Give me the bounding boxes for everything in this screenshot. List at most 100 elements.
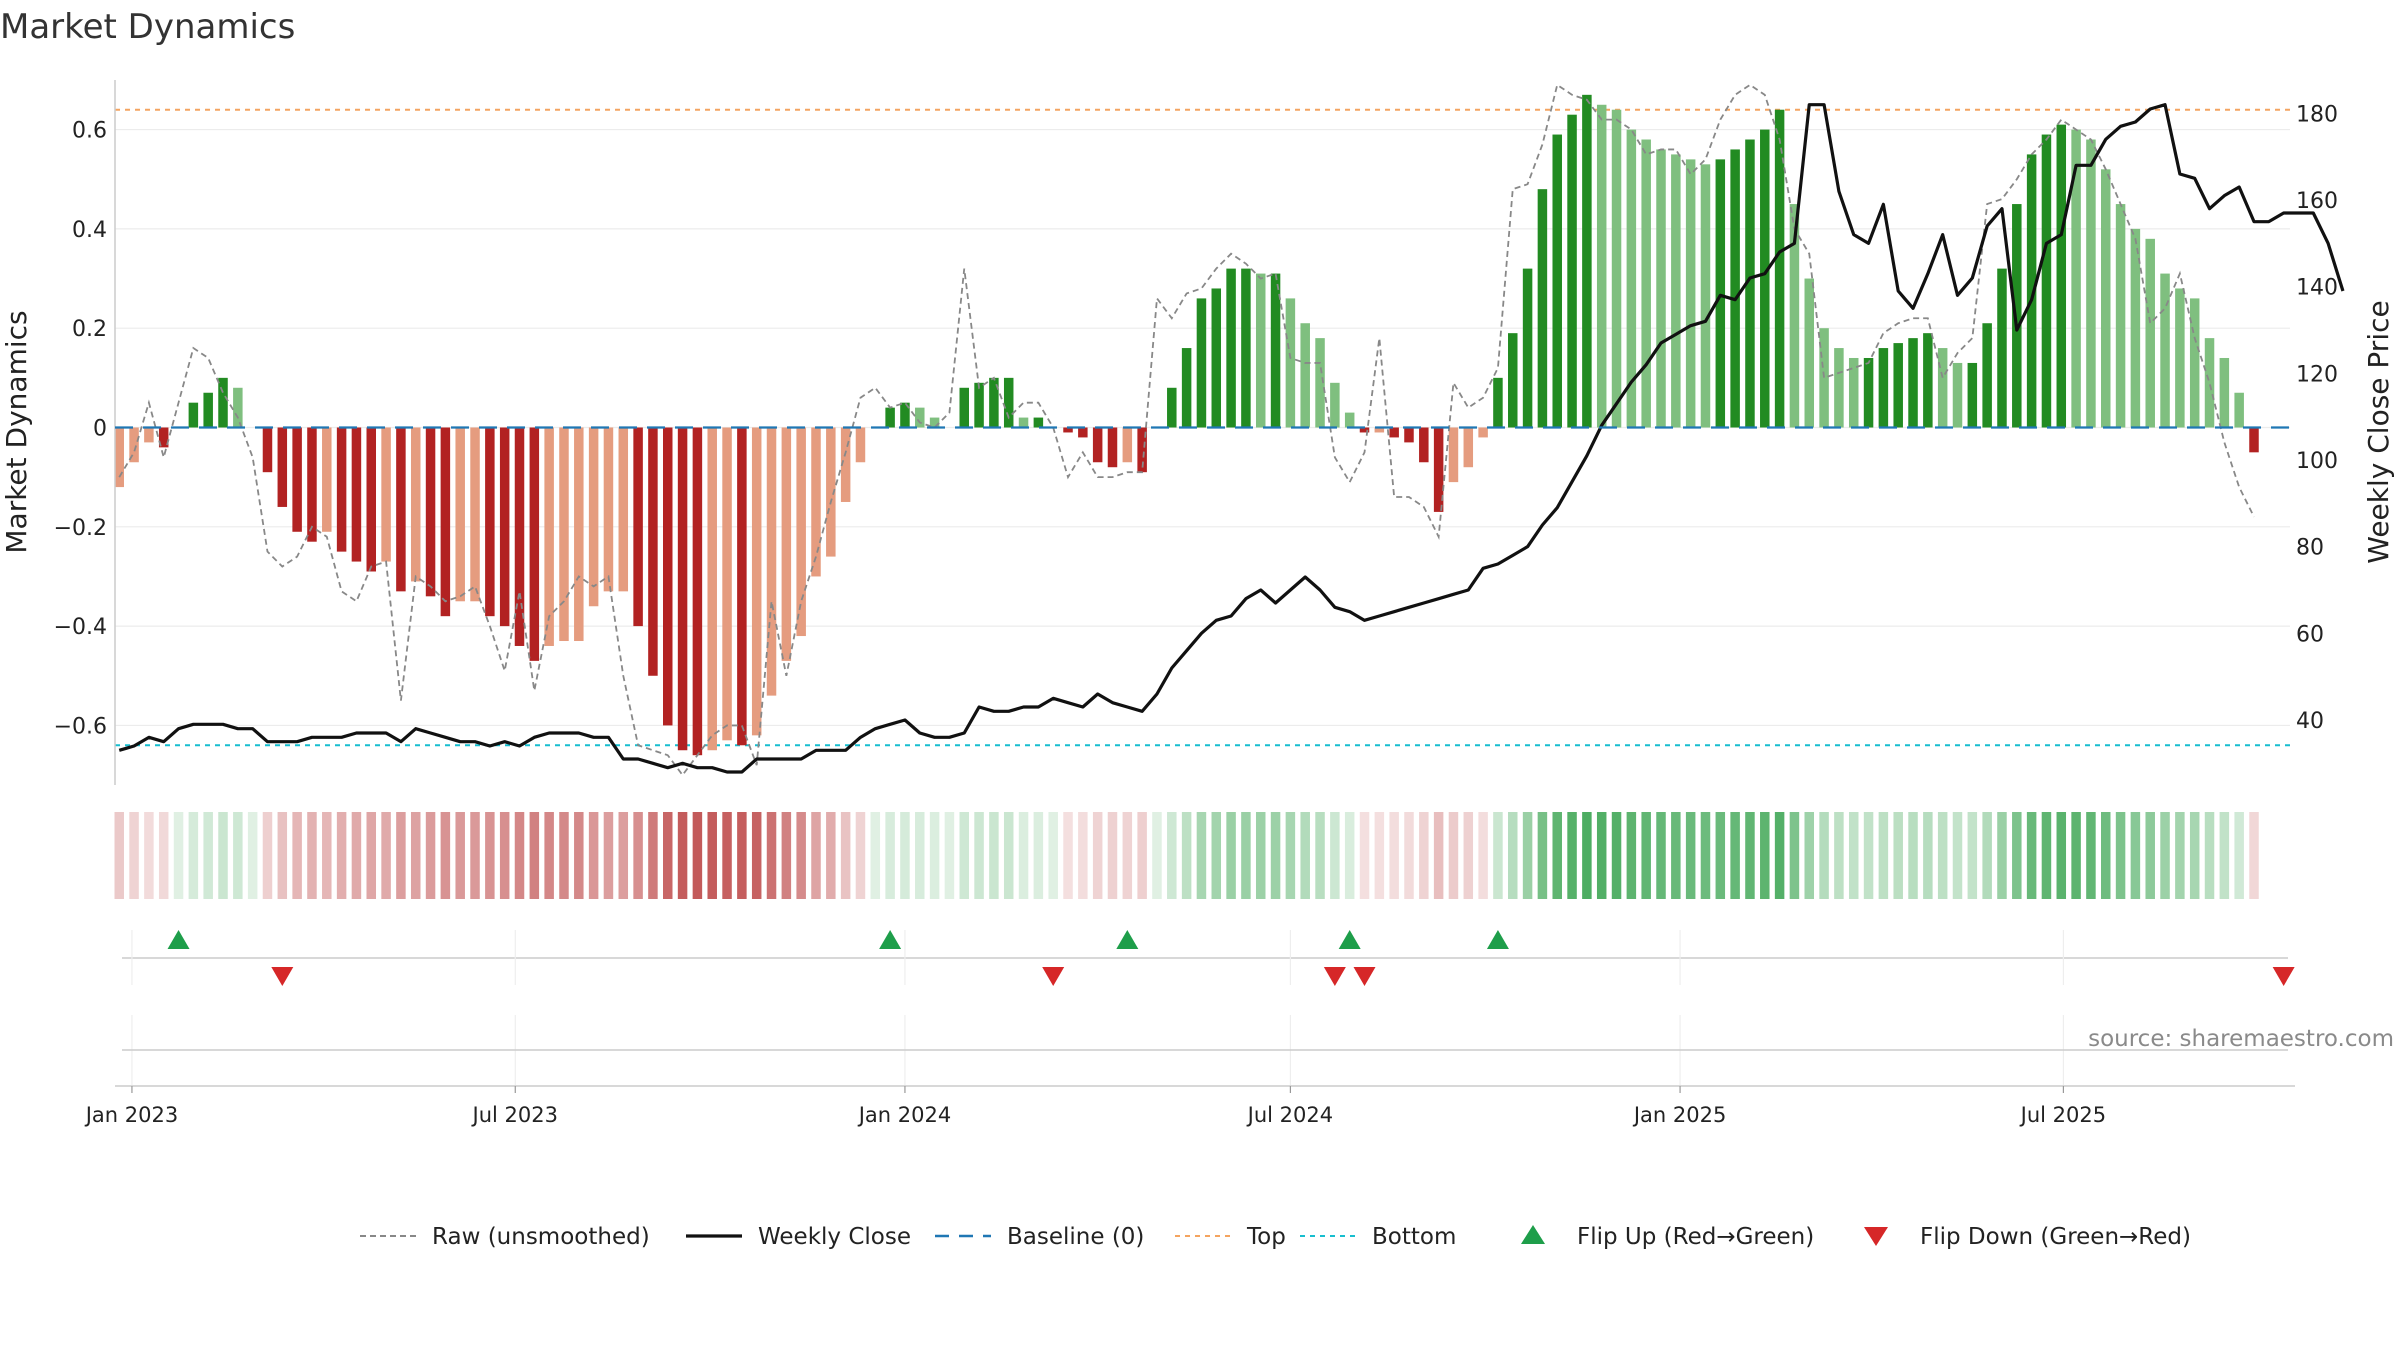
left-tick-label: −0.4 [54,615,107,640]
regime-cell [1463,812,1474,899]
axes: −0.6 −0.4 −0.2 0 0.2 0.4 0.6 40 60 80 100 120 140 160… [54,80,2338,785]
bar [2249,427,2259,453]
bar [1330,382,1340,428]
flip-down-marker [2272,967,2295,986]
regime-cell [1923,812,1933,899]
flip-down-marker [271,967,294,986]
regime-cell [1878,812,1889,899]
right-axis-label: Weekly Close Price [2362,300,2395,563]
bar [2115,204,2126,428]
regime-cell [1330,812,1340,899]
bar [1359,427,1370,433]
bar [2130,228,2141,428]
legend-entry: Flip Down (Green→Red) [1864,1224,2191,1250]
bar [1404,427,1414,443]
regime-cell [677,812,688,899]
regime-cell [188,812,199,899]
bar [2204,338,2215,428]
flip-up-marker [167,930,190,949]
left-tick-label: 0 [93,417,107,442]
bar [233,387,243,428]
close-line [118,103,2345,774]
regime-cell [2041,812,2052,899]
bar [2012,204,2022,428]
legend-entry: Bottom [1300,1224,1456,1250]
regime-cell [811,812,821,899]
bar [1419,427,1429,463]
regime-cell [1167,812,1177,899]
bar [1078,427,1088,438]
regime-cell [1819,812,1829,899]
bar [1448,427,1459,483]
reference-lines [115,108,2290,747]
bar [218,377,228,428]
right-tick-label: 60 [2296,622,2324,647]
bar [1508,333,1518,428]
regime-cell [1908,812,1918,899]
regime-cell [1730,812,1740,899]
bar [1018,417,1029,428]
regime-cell [1685,812,1696,899]
regime-cell [648,812,658,899]
regime-cell [1967,812,1978,899]
bar [618,427,629,592]
bar [529,427,540,661]
bar [1582,94,1592,428]
bar [307,427,317,542]
regime-cell [1552,812,1562,899]
bar [1522,268,1533,428]
bar [603,427,614,592]
regime-cell [2234,812,2244,899]
bar [648,427,658,676]
bar [1596,104,1607,428]
right-tick-label: 40 [2296,709,2324,734]
flip-up-marker [1486,930,1509,949]
flip-up-marker [1116,930,1139,949]
bar [158,427,169,448]
regime-cell [1359,812,1370,899]
bar [1389,427,1399,438]
bar [351,427,362,562]
bar [1967,362,1978,428]
bar [989,377,999,428]
regime-cell [855,812,866,899]
bar [1167,387,1177,428]
x-tick-label: Jan 2025 [1632,1103,1727,1127]
bar [1715,159,1726,428]
bar [1255,273,1266,428]
bar [929,417,940,428]
bar [1819,328,1829,428]
bar-series [114,94,2259,756]
bar [470,427,480,602]
regime-cell [633,812,643,899]
regime-cell [959,812,969,899]
bar [544,427,554,646]
regime-cell [618,812,629,899]
regime-cell [529,812,540,899]
regime-cell [1048,812,1058,899]
regime-cell [1152,812,1162,899]
regime-cell [2100,812,2111,899]
bar [1878,348,1889,428]
regime-cell [1122,812,1133,899]
legend-entry: Top [1175,1224,1286,1250]
regime-cell [929,812,940,899]
regime-cell [1508,812,1518,899]
regime-cell [2219,812,2230,899]
bar [2219,357,2230,428]
regime-cell [129,812,139,899]
raw-line [118,83,2255,777]
regime-cell [2189,812,2200,899]
regime-cell [1003,812,1014,899]
bar [663,427,673,726]
regime-cell [1344,812,1355,899]
left-tick-label: 0.2 [72,317,107,342]
bar [574,427,584,642]
bar [1567,114,1577,428]
bar [559,427,569,642]
regime-cell [1404,812,1414,899]
right-tick-label: 180 [2296,102,2338,127]
regime-cell [1033,812,1044,899]
regime-cell [262,812,273,899]
bar [485,427,495,617]
